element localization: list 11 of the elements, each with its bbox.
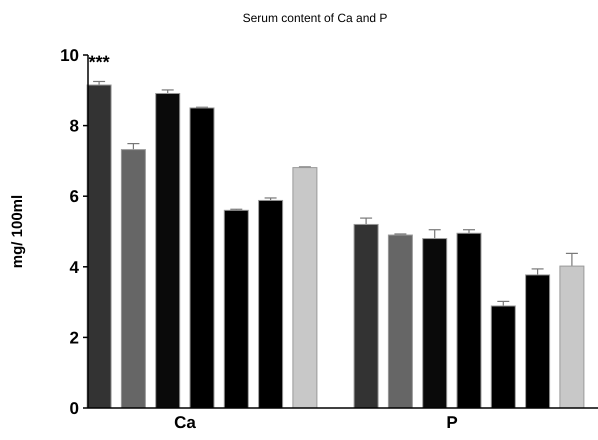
y-tick-label: 4: [70, 258, 80, 277]
x-tick-label: P: [446, 413, 458, 432]
annotation: ***: [88, 52, 110, 72]
y-tick-label: 0: [70, 398, 79, 418]
x-tick-label: Ca: [174, 413, 196, 432]
y-axis-title: mg/ 100ml: [9, 194, 26, 268]
y-tick-label: 10: [60, 46, 79, 65]
chart-title: Serum content of Ca and P: [242, 11, 388, 25]
y-tick-label: 8: [70, 116, 79, 136]
y-tick-label: 2: [70, 328, 79, 348]
y-tick-label: 6: [70, 187, 79, 206]
